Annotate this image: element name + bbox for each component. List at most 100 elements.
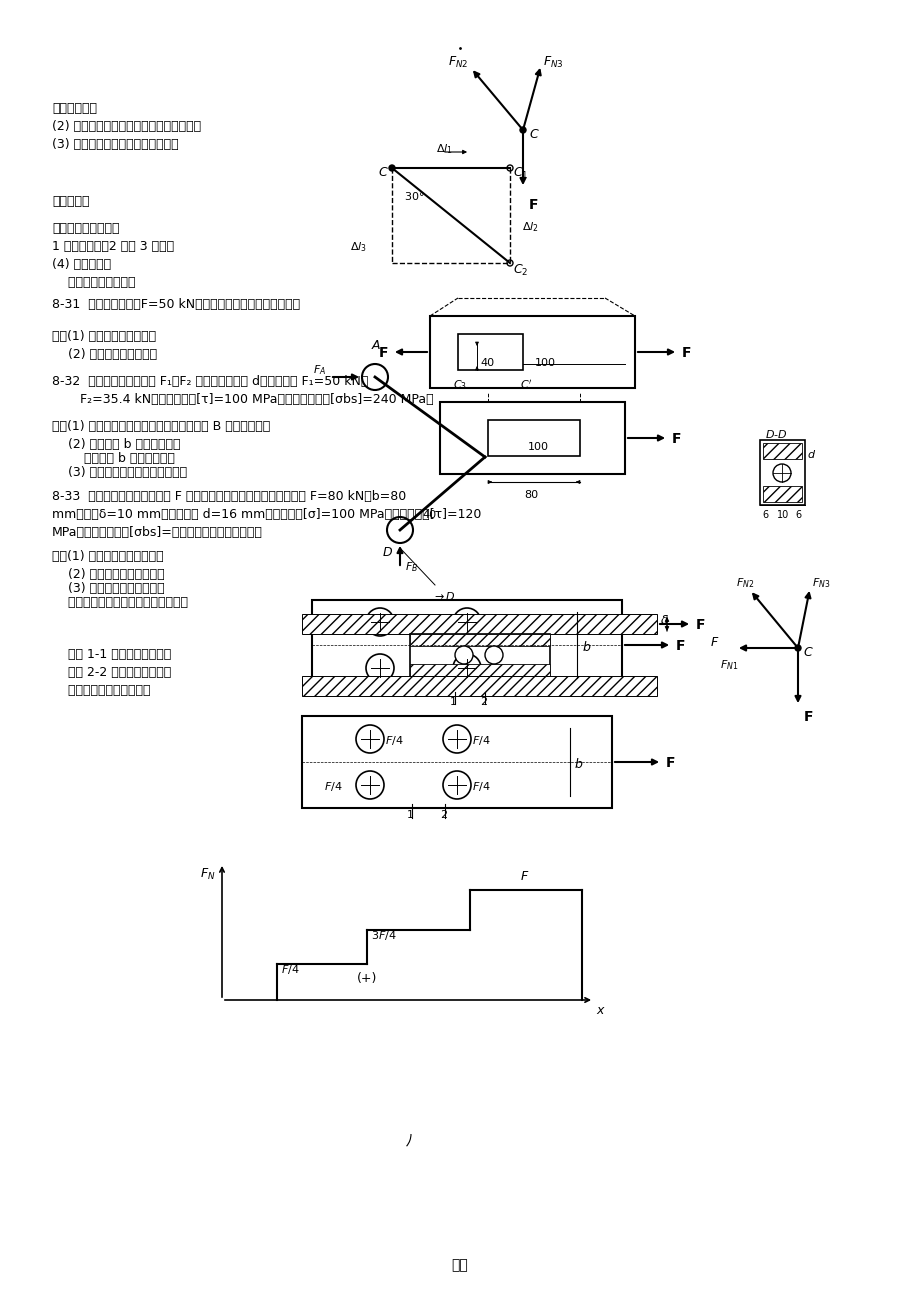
Circle shape: [356, 771, 383, 799]
Bar: [762, 486, 801, 503]
Text: $3F/4$: $3F/4$: [370, 930, 396, 943]
Text: 所以，接头的强度足够。: 所以，接头的强度足够。: [52, 684, 151, 697]
Text: $C'$: $C'$: [519, 378, 532, 391]
Text: $F_N$: $F_N$: [199, 867, 215, 881]
Text: 联立平衡方程可得：: 联立平衡方程可得：: [52, 223, 119, 234]
Text: $D$-$D$: $D$-$D$: [765, 428, 787, 440]
Text: 8-32  图示摇臂，承受载荷 F₁、F₂ 作用，轴销直径 d。已知载荷 F₁=50 kN，: 8-32 图示摇臂，承受载荷 F₁、F₂ 作用，轴销直径 d。已知载荷 F₁=5…: [52, 375, 368, 388]
Text: $\mathbf{F}$: $\mathbf{F}$: [694, 618, 705, 631]
Circle shape: [443, 771, 471, 799]
Text: 解：(1) 剪切实用计算公式：: 解：(1) 剪切实用计算公式：: [52, 329, 156, 342]
Text: 解：(1) 校核鄂钉的剪切强度；: 解：(1) 校核鄂钉的剪切强度；: [52, 549, 164, 562]
Bar: [762, 443, 801, 460]
Text: (3) 考虑板件的拉伸强度；: (3) 考虑板件的拉伸强度；: [52, 582, 165, 595]
Text: 100: 100: [528, 441, 549, 452]
Text: $F_{N3}$: $F_{N3}$: [542, 55, 563, 70]
Text: $b$: $b$: [573, 756, 583, 771]
Text: 1: 1: [449, 697, 457, 707]
Circle shape: [455, 646, 472, 664]
Text: 简化后得：: 简化后得：: [52, 195, 89, 208]
Text: MPa，许用挤压应力[σbs]=，板件与鄂钉的材料相等。: MPa，许用挤压应力[σbs]=，板件与鄂钉的材料相等。: [52, 526, 263, 539]
Text: $C$: $C$: [528, 128, 539, 141]
Text: 100: 100: [535, 358, 555, 368]
Circle shape: [794, 644, 800, 651]
Text: $C_2$: $C_2$: [513, 263, 528, 279]
Text: 校核 2-2 截面的拉伸强度；: 校核 2-2 截面的拉伸强度；: [52, 667, 171, 680]
Text: $F/4$: $F/4$: [323, 780, 342, 793]
Text: $C_1$: $C_1$: [513, 165, 528, 181]
Bar: [439, 402, 624, 474]
Circle shape: [772, 464, 790, 482]
Text: 对板件受力分析，画板件的轴力图，: 对板件受力分析，画板件的轴力图，: [52, 596, 187, 609]
Text: 80: 80: [524, 490, 538, 500]
Text: 6: 6: [794, 510, 800, 519]
Bar: [759, 440, 804, 505]
Text: $A$: $A$: [370, 339, 381, 352]
Text: $F_{N2}$: $F_{N2}$: [448, 55, 468, 70]
Text: $b$: $b$: [582, 641, 591, 654]
Text: (2) 校核鄂钉的挤压强度；: (2) 校核鄂钉的挤压强度；: [52, 568, 165, 581]
Text: 6: 6: [761, 510, 767, 519]
Text: F₂=35.4 kN，许用切应力[τ]=100 MPa，许用挤压应力[σbs]=240 MPa。: F₂=35.4 kN，许用切应力[τ]=100 MPa，许用挤压应力[σbs]=…: [52, 393, 433, 406]
Text: $F/4$: $F/4$: [384, 734, 403, 747]
Text: 2: 2: [439, 810, 447, 820]
Text: $30°$: $30°$: [403, 190, 425, 202]
Bar: [301, 676, 656, 697]
Text: $\mathbf{F}$: $\mathbf{F}$: [675, 639, 685, 654]
Bar: [458, 335, 522, 370]
Text: $\delta$: $\delta$: [659, 615, 668, 628]
Text: $\mathbf{F}$: $\mathbf{F}$: [802, 710, 812, 724]
Text: $F_B$: $F_B$: [404, 560, 418, 574]
Text: 2: 2: [480, 697, 486, 707]
Text: 10: 10: [777, 510, 789, 519]
Text: $C$: $C$: [802, 646, 812, 659]
Text: $F_{N2}$: $F_{N2}$: [735, 575, 754, 590]
Text: 1 杆实际受压，2 杆和 3 杆受拉: 1 杆实际受压，2 杆和 3 杆受拉: [52, 240, 174, 253]
Bar: [301, 716, 611, 809]
Text: $\mathbf{F}$: $\mathbf{F}$: [670, 432, 681, 447]
Text: $\mathbf{F}$: $\mathbf{F}$: [664, 756, 675, 769]
Text: (2) 考虑轴销 b 的剪切强度；: (2) 考虑轴销 b 的剪切强度；: [52, 437, 180, 450]
Circle shape: [506, 260, 513, 266]
Text: mm，板厚δ=10 mm，鄂钉直径 d=16 mm，许用应力[σ]=100 MPa，许用切应力[τ]=120: mm，板厚δ=10 mm，鄂钉直径 d=16 mm，许用应力[σ]=100 MP…: [52, 508, 481, 521]
Circle shape: [366, 654, 393, 682]
Text: (2) 根据胡克定律，列出各杆的相对变形；: (2) 根据胡克定律，列出各杆的相对变形；: [52, 120, 201, 133]
Circle shape: [366, 608, 393, 635]
Text: 40: 40: [480, 358, 494, 368]
Text: $F_{N1}$: $F_{N1}$: [720, 658, 738, 672]
Text: $d$: $d$: [806, 448, 815, 460]
Text: $\mathbf{F}$: $\mathbf{F}$: [680, 346, 690, 359]
Text: 列平衡方程：: 列平衡方程：: [52, 102, 96, 115]
Text: $\Delta l_2$: $\Delta l_2$: [521, 220, 539, 234]
Circle shape: [389, 165, 394, 171]
Text: $F/4$: $F/4$: [280, 963, 300, 976]
Text: $F_{N3}$: $F_{N3}$: [811, 575, 830, 590]
Text: $\rightarrow D$: $\rightarrow D$: [432, 590, 455, 602]
Text: 精品: 精品: [451, 1258, 468, 1272]
Text: $C$: $C$: [378, 165, 388, 178]
Text: $D$: $D$: [381, 546, 392, 559]
Text: $\mathbf{F}$: $\mathbf{F}$: [378, 346, 388, 359]
Bar: [410, 634, 550, 646]
Text: (+): (+): [357, 973, 377, 986]
Bar: [410, 664, 550, 676]
Text: 考虑轴销 b 的挤压强度；: 考虑轴销 b 的挤压强度；: [52, 452, 175, 465]
Circle shape: [484, 646, 503, 664]
Circle shape: [452, 608, 481, 635]
Text: $\Delta l_1$: $\Delta l_1$: [436, 142, 452, 156]
Text: 8-31  图示木榫接头，F=50 kN，试求接头的剪切与挤压应力。: 8-31 图示木榫接头，F=50 kN，试求接头的剪切与挤压应力。: [52, 298, 300, 311]
Circle shape: [443, 725, 471, 753]
Circle shape: [361, 365, 388, 391]
Text: 校核 1-1 截面的拉伸强度；: 校核 1-1 截面的拉伸强度；: [52, 648, 171, 661]
Text: $x$: $x$: [596, 1004, 606, 1017]
Text: $F/4$: $F/4$: [471, 734, 490, 747]
Text: (4) 强度计算：: (4) 强度计算：: [52, 258, 111, 271]
Circle shape: [452, 654, 481, 682]
Text: (2) 挤压实用计算公式：: (2) 挤压实用计算公式：: [52, 348, 157, 361]
Text: $\Delta l_3$: $\Delta l_3$: [349, 240, 367, 254]
Text: $C_3$: $C_3$: [452, 378, 467, 392]
Text: $F$: $F$: [519, 870, 528, 883]
Text: 解：(1) 对摇臂进行受力分析，求固定铰支座 B 的约束反力；: 解：(1) 对摇臂进行受力分析，求固定铰支座 B 的约束反力；: [52, 421, 270, 434]
Circle shape: [356, 725, 383, 753]
Circle shape: [506, 165, 513, 171]
